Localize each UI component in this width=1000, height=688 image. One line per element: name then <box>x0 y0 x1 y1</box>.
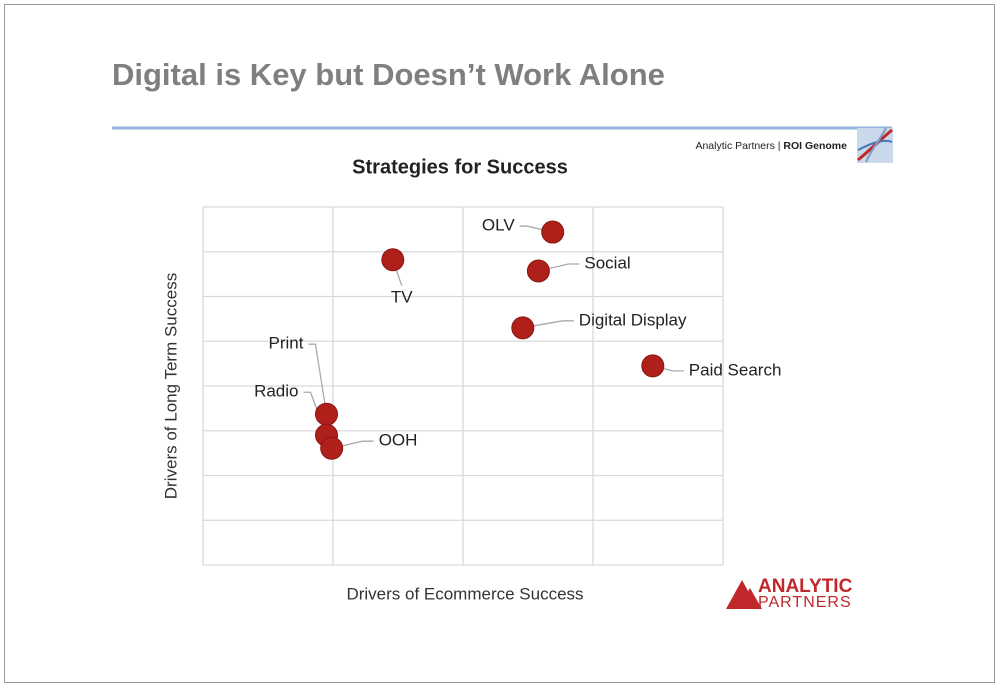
point-label: TV <box>391 287 413 306</box>
x-axis-label: Drivers of Ecommerce Success <box>346 584 583 603</box>
point-label: Radio <box>254 382 298 401</box>
point-label: Print <box>269 334 304 353</box>
leader-line <box>308 343 328 415</box>
slide-title: Digital is Key but Doesn’t Work Alone <box>112 57 665 92</box>
point <box>381 248 405 272</box>
point <box>541 220 565 244</box>
brand-caption: Analytic Partners | ROI Genome <box>695 140 847 152</box>
point <box>526 259 550 283</box>
y-axis-label: Drivers of Long Term Success <box>161 273 180 499</box>
point-label: OOH <box>379 431 418 450</box>
slide-frame <box>4 4 995 683</box>
point <box>511 316 535 340</box>
point <box>641 354 665 378</box>
leader-line <box>522 320 574 329</box>
logo-top: ANALYTIC <box>758 576 853 597</box>
chart-title: Strategies for Success <box>352 156 568 178</box>
point-label: Digital Display <box>579 310 687 329</box>
brand-prefix: Analytic Partners | <box>695 140 783 152</box>
brand-icon <box>857 127 893 163</box>
logo: ANALYTIC PARTNERS <box>726 576 853 611</box>
point-label: Paid Search <box>689 360 782 379</box>
point <box>320 436 344 460</box>
logo-bottom: PARTNERS <box>758 594 852 611</box>
point-label: OLV <box>482 216 515 235</box>
point <box>315 402 338 426</box>
brand-name: ROI Genome <box>783 140 847 152</box>
point-label: Social <box>584 253 630 272</box>
